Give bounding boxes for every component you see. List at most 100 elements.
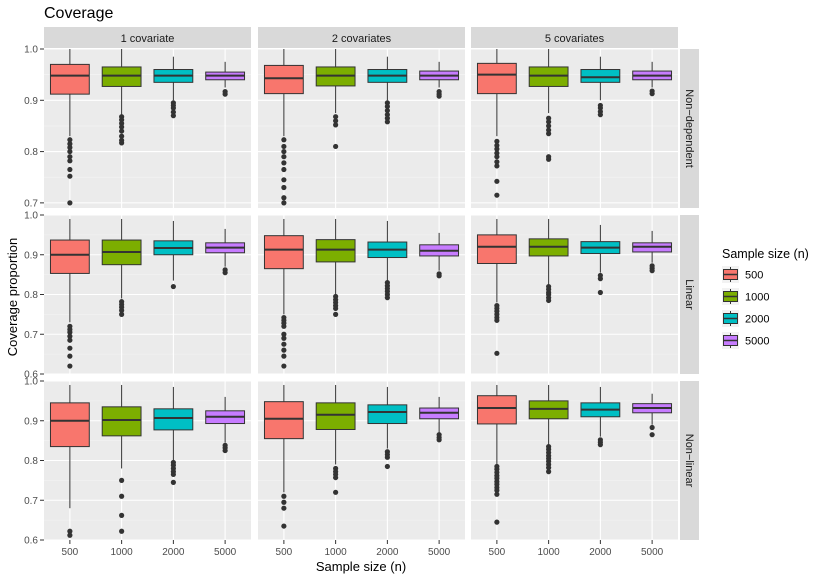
x-tick-label: 1000: [325, 547, 348, 558]
y-tick-label: 0.8: [24, 147, 38, 158]
outlier-point: [119, 512, 125, 518]
outlier-point: [281, 331, 287, 337]
legend-label: 5000: [745, 336, 769, 348]
outlier-point: [281, 200, 287, 206]
outlier-point: [597, 105, 603, 111]
outlier-point: [281, 323, 287, 329]
outlier-point: [649, 268, 655, 274]
outlier-point: [333, 474, 339, 481]
outlier-point: [597, 276, 603, 282]
outlier-point: [281, 143, 287, 150]
outlier-point: [597, 442, 603, 448]
outlier-point: [384, 119, 390, 125]
outlier-point: [494, 163, 500, 169]
outlier-point: [67, 337, 73, 343]
outlier-point: [222, 270, 228, 276]
outlier-point: [494, 350, 500, 356]
x-tick-label: 500: [62, 547, 79, 558]
y-tick-label: 1.0: [24, 45, 38, 56]
box: [49, 63, 90, 95]
outlier-point: [384, 115, 390, 121]
outlier-point: [67, 141, 73, 147]
outlier-point: [119, 528, 125, 534]
outlier-point: [119, 307, 125, 313]
outlier-point: [281, 137, 287, 143]
outlier-point: [384, 103, 390, 110]
strip-col-1: [44, 27, 251, 48]
outlier-point: [494, 154, 500, 160]
outlier-point: [281, 177, 287, 183]
outlier-point: [281, 166, 287, 173]
outlier-point: [67, 532, 73, 538]
box: [476, 395, 517, 425]
outlier-point: [119, 133, 125, 139]
outlier-point: [119, 477, 125, 483]
outlier-point: [494, 519, 500, 525]
y-axis-label: Coverage proportion: [5, 238, 20, 357]
outlier-point: [546, 469, 552, 475]
outlier-point: [119, 128, 125, 134]
outlier-point: [281, 347, 287, 353]
outlier-point: [384, 463, 390, 470]
box: [476, 234, 517, 264]
outlier-point: [222, 91, 228, 97]
outlier-point: [436, 273, 442, 279]
y-tick-label: 1.0: [24, 211, 38, 222]
outlier-point: [649, 432, 655, 438]
legend-label: 2000: [745, 314, 769, 326]
x-tick-label: 2000: [376, 547, 399, 558]
chart-title: Coverage: [44, 5, 113, 22]
x-tick-label: 5000: [641, 547, 664, 558]
outlier-point: [333, 114, 339, 120]
outlier-point: [384, 107, 390, 114]
legend-title: Sample size (n): [722, 247, 809, 261]
outlier-point: [333, 143, 339, 150]
outlier-point: [384, 100, 390, 106]
outlier-point: [281, 195, 287, 201]
outlier-point: [494, 159, 500, 165]
legend-label: 1000: [745, 292, 769, 304]
outlier-point: [333, 311, 339, 317]
x-tick-label: 5000: [428, 547, 451, 558]
legend: Sample size (n) 500 1000 2000 5000: [722, 247, 809, 349]
outlier-point: [119, 140, 125, 146]
outlier-point: [333, 118, 339, 124]
outlier-point: [281, 335, 287, 341]
outlier-point: [67, 528, 73, 534]
outlier-point: [170, 113, 176, 119]
box: [263, 235, 304, 270]
outlier-point: [546, 156, 552, 162]
box: [315, 239, 356, 263]
outlier-point: [119, 311, 125, 317]
outlier-point: [333, 305, 339, 312]
outlier-point: [546, 123, 552, 129]
x-tick-label: 1000: [538, 547, 561, 558]
legend-label: 500: [745, 270, 763, 282]
strip-col-2: [258, 27, 465, 48]
outlier-point: [67, 345, 73, 351]
outlier-point: [436, 93, 442, 99]
outlier-point: [170, 283, 176, 290]
y-tick-label: 1.0: [24, 377, 38, 388]
strip-row-label-2: Linear: [683, 279, 695, 310]
outlier-point: [67, 353, 73, 359]
outlier-point: [546, 127, 552, 133]
outlier-point: [384, 112, 390, 118]
box: [580, 69, 621, 83]
outlier-point: [281, 363, 287, 369]
y-tick-label: 0.6: [24, 536, 38, 547]
strip-col-label-2: 2 covariates: [332, 33, 392, 45]
y-tick-label: 0.7: [24, 330, 38, 341]
outlier-point: [494, 142, 500, 149]
outlier-point: [649, 424, 655, 431]
outlier-point: [546, 119, 552, 125]
box: [49, 239, 90, 274]
outlier-point: [170, 109, 176, 115]
outlier-point: [281, 523, 287, 529]
outlier-point: [281, 499, 287, 505]
x-tick-label: 1000: [111, 547, 134, 558]
x-tick-label: 2000: [589, 547, 612, 558]
strip-col-3: [471, 27, 678, 48]
outlier-point: [170, 479, 176, 485]
